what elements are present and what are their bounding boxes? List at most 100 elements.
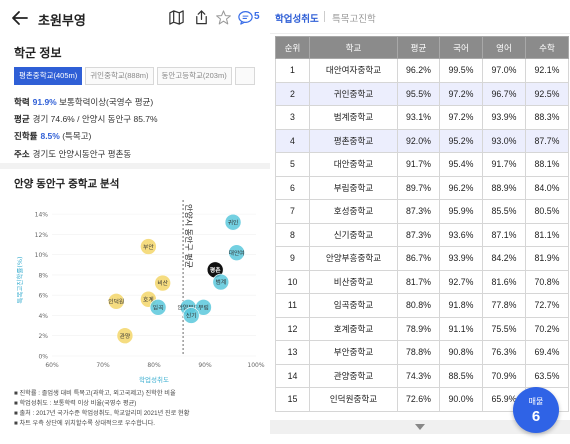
row-school: 대안여자중학교 <box>309 58 398 83</box>
back-arrow-icon[interactable] <box>10 8 30 28</box>
table-row[interactable]: 4 평촌중학교 92.0% 95.2% 93.0% 87.7% <box>275 128 569 153</box>
tab-special-school[interactable]: 특목고진학 <box>332 14 376 25</box>
comment-count: 5 <box>254 11 260 22</box>
row-math: 92.1% <box>525 58 569 83</box>
row-english: 97.0% <box>482 58 526 83</box>
row-korean: 91.8% <box>439 293 483 318</box>
table-row[interactable]: 7 호성중학교 87.3% 95.9% 85.5% 80.5% <box>275 199 569 224</box>
ranking-panel: 학업성취도 특목고진학 순위 학교 평균 국어 영어 수학 1 대안여자중학교 96… <box>270 0 570 444</box>
row-math: 81.9% <box>525 246 569 271</box>
row-korean: 95.4% <box>439 152 483 177</box>
row-school: 호성중학교 <box>309 199 398 224</box>
x-axis-label: 학업성취도 <box>139 375 169 384</box>
header-korean: 국어 <box>439 36 483 59</box>
tab-achievement[interactable]: 학업성취도 <box>275 14 319 25</box>
row-korean: 93.9% <box>439 246 483 271</box>
row-english: 96.7% <box>482 81 526 106</box>
comment-icon[interactable] <box>237 9 254 26</box>
row-math: 87.7% <box>525 128 569 153</box>
data-point-label: 대안여 <box>229 249 245 257</box>
average-row: 평균 경기 74.6% / 안양시 동안구 85.7% <box>14 114 158 124</box>
data-point <box>228 244 245 261</box>
row-school: 임곡중학교 <box>309 293 398 318</box>
table-row[interactable]: 13 부안중학교 78.8% 90.8% 76.3% 69.4% <box>275 340 569 365</box>
header-math: 수학 <box>525 36 569 59</box>
row-average: 86.7% <box>397 246 440 271</box>
row-english: 91.7% <box>482 152 526 177</box>
y-tick-label: 6% <box>38 293 48 300</box>
chevron-down-icon <box>415 424 425 430</box>
table-row[interactable]: 8 신기중학교 87.3% 93.6% 87.1% 81.1% <box>275 222 569 247</box>
row-school: 인덕원중학교 <box>309 387 398 412</box>
data-point <box>107 292 125 310</box>
scatter-chart-svg: 0% 2% 4% 6% 8% 10% 12% 14% 60% 70% 80% 90% 100% 학업성취도… <box>15 200 265 384</box>
row-rank: 4 <box>275 128 310 153</box>
school-info-panel: 초원부영 5 학군 정보 평촌중학교(405m) 귀인중학교(888m) 동안고등학… <box>0 0 270 444</box>
row-school: 호계중학교 <box>309 316 398 341</box>
data-point <box>224 213 242 231</box>
table-row[interactable]: 1 대안여자중학교 96.2% 99.5% 97.0% 92.1% <box>275 58 569 83</box>
school-tab-pyeongchon[interactable]: 평촌중학교(405m) <box>14 67 83 85</box>
note-line: ■ 진학률 : 졸업생 대비 특목고(과학고, 외고국제고) 진학한 비율 <box>14 390 176 397</box>
fab-label: 매물 <box>528 397 544 406</box>
data-point-label: 부림 <box>198 304 209 312</box>
x-tick-label: 100% <box>247 362 264 369</box>
row-english: 76.3% <box>482 340 526 365</box>
scroll-down-bar[interactable] <box>270 420 570 434</box>
table-row[interactable]: 9 안양부흥중학교 86.7% 93.9% 84.2% 81.9% <box>275 246 569 271</box>
star-icon[interactable] <box>215 9 232 26</box>
advance-rate-row: 진학률 8.5% (특목고) <box>14 131 92 141</box>
row-average: 95.5% <box>397 81 440 106</box>
school-tab-more[interactable] <box>234 67 255 85</box>
y-axis-label: 특목고진학률(%) <box>15 256 24 303</box>
table-row[interactable]: 5 대안중학교 91.7% 95.4% 91.7% 88.1% <box>275 152 569 177</box>
row-average: 96.2% <box>397 58 440 83</box>
listings-fab-button[interactable]: 매물 6 <box>513 387 559 433</box>
y-tick-label: 4% <box>38 313 48 320</box>
row-korean: 90.8% <box>439 340 483 365</box>
table-row[interactable]: 6 부림중학교 89.7% 96.2% 88.9% 84.0% <box>275 175 569 200</box>
section-divider <box>0 163 270 169</box>
data-point-label: 관양 <box>120 332 131 340</box>
row-average: 87.3% <box>397 199 440 224</box>
row-korean: 96.2% <box>439 175 483 200</box>
school-tab-gwiin[interactable]: 귀인중학교(888m) <box>85 67 154 85</box>
row-school: 안양부흥중학교 <box>309 246 398 271</box>
row-english: 87.1% <box>482 222 526 247</box>
row-korean: 91.1% <box>439 316 483 341</box>
row-school: 비산중학교 <box>309 269 398 294</box>
table-row[interactable]: 14 관양중학교 74.3% 88.5% 70.9% 63.5% <box>275 363 569 388</box>
row-math: 84.0% <box>525 175 569 200</box>
row-rank: 3 <box>275 105 310 130</box>
y-tick-label: 10% <box>35 252 49 259</box>
table-row[interactable]: 12 호계중학교 78.9% 91.1% 75.5% 70.2% <box>275 316 569 341</box>
advance-rate-value: 8.5% <box>40 131 60 141</box>
y-tick-label: 14% <box>35 212 49 219</box>
row-average: 87.3% <box>397 222 440 247</box>
table-row[interactable]: 11 임곡중학교 80.8% 91.8% 77.8% 72.7% <box>275 293 569 318</box>
data-point-label: 비산 <box>157 279 168 287</box>
row-korean: 95.9% <box>439 199 483 224</box>
table-row[interactable]: 3 범계중학교 93.1% 97.2% 93.9% 88.3% <box>275 105 569 130</box>
row-school: 대안중학교 <box>309 152 398 177</box>
row-rank: 1 <box>275 58 310 83</box>
header-english: 영어 <box>482 36 526 59</box>
table-row[interactable]: 2 귀인중학교 95.5% 97.2% 96.7% 92.5% <box>275 81 569 106</box>
tab-separator <box>324 11 325 22</box>
map-icon[interactable] <box>168 9 185 26</box>
row-english: 85.5% <box>482 199 526 224</box>
data-point-label: 평촌 <box>210 266 221 274</box>
school-tab-list: 평촌중학교(405m) 귀인중학교(888m) 동안고등학교(203m) <box>14 67 270 87</box>
row-rank: 2 <box>275 81 310 106</box>
y-tick-label: 8% <box>38 272 48 279</box>
row-school: 관양중학교 <box>309 363 398 388</box>
share-icon[interactable] <box>193 9 210 26</box>
row-rank: 6 <box>275 175 310 200</box>
table-row[interactable]: 10 비산중학교 81.7% 92.7% 81.6% 70.8% <box>275 269 569 294</box>
row-average: 89.7% <box>397 175 440 200</box>
row-rank: 10 <box>275 269 310 294</box>
row-rank: 14 <box>275 363 310 388</box>
school-tab-dongan[interactable]: 동안고등학교(203m) <box>156 67 232 85</box>
row-school: 부안중학교 <box>309 340 398 365</box>
y-tick-label: 0% <box>38 354 48 361</box>
